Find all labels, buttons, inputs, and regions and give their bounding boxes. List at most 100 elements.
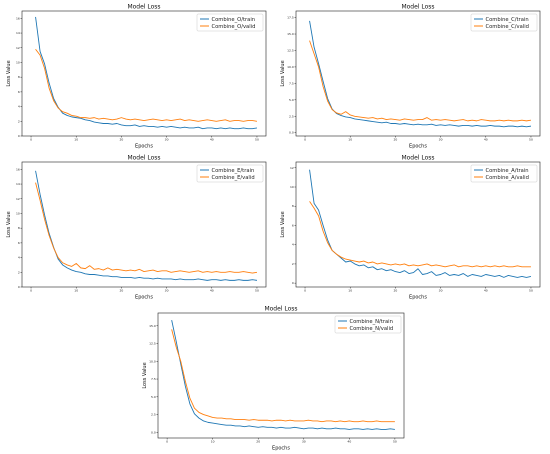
y-tick-label: 16 xyxy=(16,16,20,20)
x-axis-label: Epochs xyxy=(135,295,153,301)
chart-svg-combine-e: Model Loss 0 10 20 30 40 50 0 2 4 6 8 10 12 14 16 Epochs… xyxy=(6,155,267,301)
series-line-valid xyxy=(171,329,395,423)
legend-label-valid: Combine_C/valid xyxy=(486,24,529,30)
x-axis-label: Epochs xyxy=(409,144,427,150)
legend xyxy=(470,13,538,32)
x-tick-label: 50 xyxy=(255,138,259,142)
x-tick-label: 10 xyxy=(74,138,78,142)
series-line-valid xyxy=(309,201,531,268)
x-axis-label: Epochs xyxy=(272,446,290,452)
x-tick-label: 40 xyxy=(347,440,351,444)
y-tick-label: 10.0 xyxy=(287,65,294,69)
y-tick-label: 4 xyxy=(18,105,20,109)
y-tick-label: 2.5 xyxy=(151,413,156,417)
y-tick-label: 15.0 xyxy=(287,32,294,36)
x-tick-label: 40 xyxy=(210,138,214,142)
x-tick-label: 0 xyxy=(304,138,306,142)
legend-label-valid: Combine_O/valid xyxy=(212,24,256,30)
x-tick-label: 40 xyxy=(484,289,488,293)
chart-title: Model Loss xyxy=(127,155,160,162)
x-axis-label: Epochs xyxy=(409,295,427,301)
y-tick-label: 12.5 xyxy=(149,342,156,346)
chart-svg-combine-a: Model Loss 0 10 20 30 40 50 0 2 4 6 8 10 12 Epochs Loss… xyxy=(280,155,541,301)
x-tick-label: 50 xyxy=(393,440,397,444)
legend-label-valid: Combine_A/valid xyxy=(486,175,529,181)
y-tick-label: 2.5 xyxy=(289,114,294,118)
y-tick-label: 0 xyxy=(18,285,20,289)
legend-label-valid: Combine_N/valid xyxy=(350,326,394,332)
y-axis-label: Loss Value xyxy=(280,60,286,86)
y-tick-label: 6 xyxy=(18,90,20,94)
y-tick-label: 5.0 xyxy=(151,395,156,399)
x-tick-label: 20 xyxy=(256,440,260,444)
series-line-train xyxy=(35,16,258,130)
x-tick-label: 10 xyxy=(348,289,352,293)
legend-label-train: Combine_A/train xyxy=(486,168,529,174)
y-tick-label: 8 xyxy=(18,75,20,79)
x-tick-label: 30 xyxy=(165,289,169,293)
x-tick-label: 10 xyxy=(74,289,78,293)
y-tick-label: 15.0 xyxy=(149,324,156,328)
series-line-train xyxy=(35,170,258,281)
y-tick-label: 0.0 xyxy=(289,131,294,135)
chart-svg-combine-c: Model Loss 0 10 20 30 40 50 0.0 2.5 5.0 7.5 10.0 12.… xyxy=(280,4,541,150)
x-tick-label: 0 xyxy=(166,440,168,444)
chart-panel-combine-a: Model Loss 0 10 20 30 40 50 0 2 4 6 8 10 12 Epochs Loss… xyxy=(278,153,546,301)
y-tick-label: 2 xyxy=(292,262,294,266)
y-tick-label: 7.5 xyxy=(151,377,156,381)
y-axis-label: Loss Value xyxy=(6,211,12,237)
y-tick-label: 12 xyxy=(16,46,20,50)
x-tick-label: 50 xyxy=(529,138,533,142)
y-axis-label: Loss Value xyxy=(6,60,12,86)
x-tick-label: 30 xyxy=(302,440,306,444)
y-tick-label: 8 xyxy=(292,204,294,208)
x-tick-label: 0 xyxy=(304,289,306,293)
legend xyxy=(334,315,402,334)
chart-title: Model Loss xyxy=(127,4,160,11)
y-tick-label: 4 xyxy=(18,256,20,260)
plot-area-frame xyxy=(295,161,541,288)
x-tick-label: 0 xyxy=(30,138,32,142)
y-tick-label: 12 xyxy=(290,166,294,170)
chart-title: Model Loss xyxy=(401,4,434,11)
legend-label-train: Combine_N/train xyxy=(350,319,393,325)
legend-label-train: Combine_O/train xyxy=(212,17,256,23)
chart-panel-combine-e: Model Loss 0 10 20 30 40 50 0 2 4 6 8 10 12 14 16 Epochs… xyxy=(4,153,272,301)
series-line-train xyxy=(171,320,395,430)
legend-label-train: Combine_C/train xyxy=(486,17,529,23)
series-line-valid xyxy=(35,48,258,122)
plot-area-frame xyxy=(295,10,541,137)
x-axis-label: Epochs xyxy=(135,144,153,150)
x-tick-label: 30 xyxy=(439,289,443,293)
chart-panel-combine-o: Model Loss 0 10 20 30 40 50 0 2 4 6 8 10 12 14 16 Epochs… xyxy=(4,2,272,150)
y-tick-label: 10 xyxy=(290,185,294,189)
plot-area-frame xyxy=(21,161,267,288)
y-tick-label: 8 xyxy=(18,226,20,230)
chart-title: Model Loss xyxy=(264,306,297,313)
series-line-valid xyxy=(309,40,532,122)
y-tick-label: 6 xyxy=(292,223,294,227)
y-tick-label: 14 xyxy=(16,31,20,35)
x-tick-label: 10 xyxy=(211,440,215,444)
y-tick-label: 14 xyxy=(16,182,20,186)
series-line-train xyxy=(309,169,532,278)
x-tick-label: 20 xyxy=(393,138,397,142)
chart-panel-combine-c: Model Loss 0 10 20 30 40 50 0.0 2.5 5.0 7.5 10.0 12.… xyxy=(278,2,546,150)
x-tick-label: 50 xyxy=(255,289,259,293)
x-tick-label: 30 xyxy=(165,138,169,142)
y-tick-label: 2 xyxy=(18,119,20,123)
x-tick-label: 50 xyxy=(529,289,533,293)
chart-svg-combine-o: Model Loss 0 10 20 30 40 50 0 2 4 6 8 10 12 14 16 Epochs… xyxy=(6,4,267,150)
x-tick-label: 40 xyxy=(210,289,214,293)
x-tick-label: 20 xyxy=(119,289,123,293)
y-tick-label: 7.5 xyxy=(289,81,294,85)
series-line-valid xyxy=(35,182,258,274)
chart-svg-combine-n: Model Loss 0 10 20 30 40 50 0.0 2.5 5.0 7.5 10.0 12.… xyxy=(142,306,405,452)
series-line-train xyxy=(309,20,532,128)
x-tick-label: 20 xyxy=(393,289,397,293)
plot-area-frame xyxy=(157,312,405,439)
legend xyxy=(196,13,264,32)
plot-area-frame xyxy=(21,10,267,137)
legend xyxy=(196,164,264,183)
y-tick-label: 12.5 xyxy=(287,48,294,52)
